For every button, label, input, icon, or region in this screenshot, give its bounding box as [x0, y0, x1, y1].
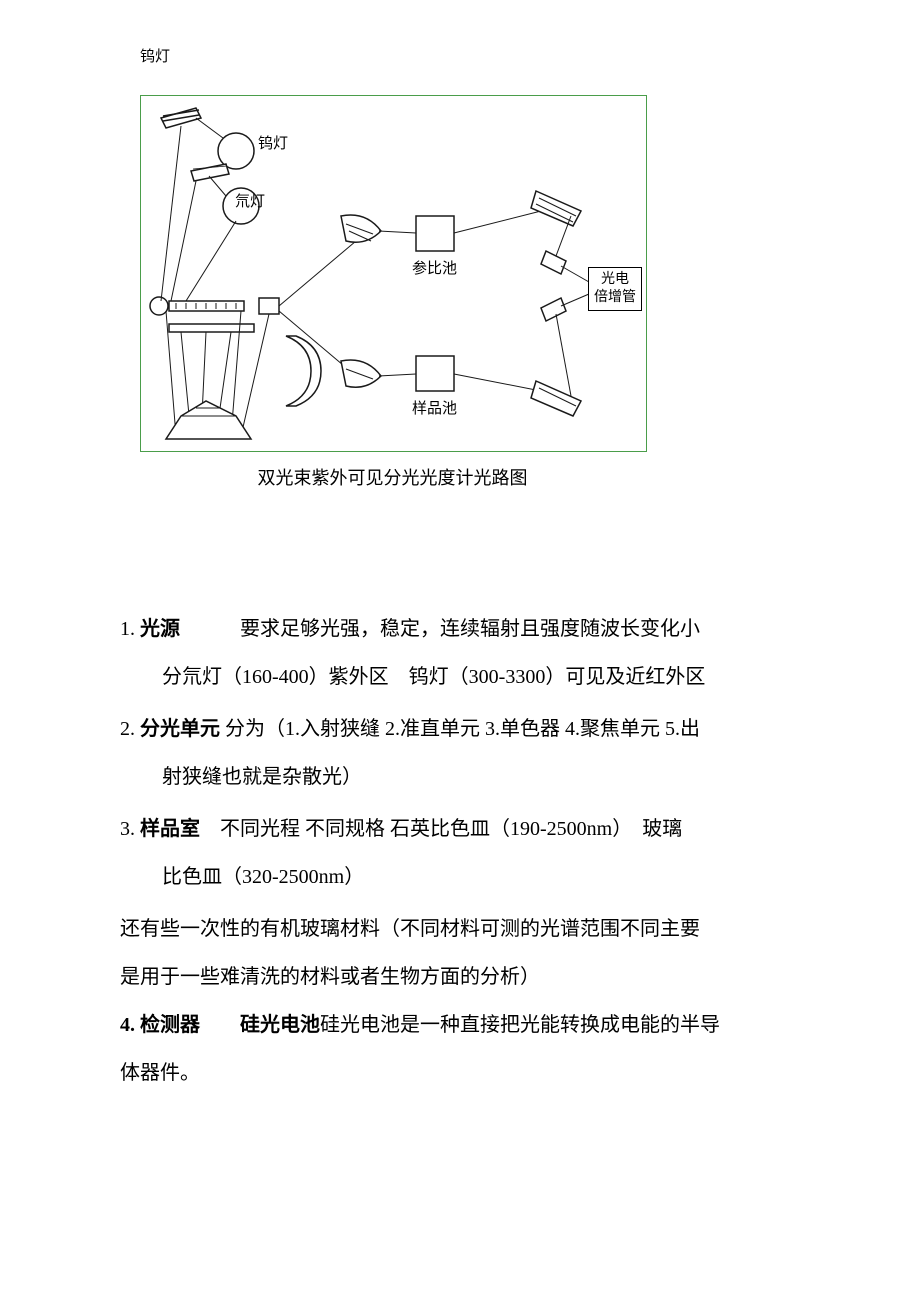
item3-title: 样品室 [140, 818, 200, 840]
item3-sub: 比色皿（320-2500nm） [162, 853, 800, 901]
item2-sub: 射狭缝也就是杂散光） [162, 753, 800, 801]
sample-cell-label: 样品池 [412, 397, 457, 418]
item2-title: 分光单元 [140, 718, 220, 740]
document-page: 钨灯 钨灯 氘灯 参比池 样品池 光电 倍增管 双光束紫外可见分光光度计光路图 … [0, 0, 920, 1161]
paragraph-2: 是用于一些难清洗的材料或者生物方面的分析） [120, 953, 800, 1001]
item3-text: 不同光程 不同规格 石英比色皿（190-2500nm） 玻璃 [220, 818, 682, 840]
tungsten-lamp-label2: 钨灯 [258, 132, 288, 153]
list-item-2: 2. 分光单元 分为（1.入射狭缝 2.准直单元 3.单色器 4.聚焦单元 5.… [120, 705, 800, 801]
item2-num: 2. [120, 718, 135, 740]
detector-line1: 光电 [594, 271, 636, 289]
detector-line2: 倍增管 [594, 289, 636, 307]
item4-title2: 硅光电池 [240, 1014, 320, 1036]
item1-title: 光源 [140, 618, 180, 640]
item3-gap [200, 818, 220, 840]
list-item-1: 1. 光源 要求足够光强，稳定，连续辐射且强度随波长变化小 分氘灯（160-40… [120, 605, 800, 701]
item3-num: 3. [120, 818, 135, 840]
item1-gap [180, 618, 240, 640]
item1-text: 要求足够光强，稳定，连续辐射且强度随波长变化小 [240, 618, 700, 640]
tungsten-lamp-label: 钨灯 [140, 45, 170, 66]
optical-path-diagram [140, 95, 647, 452]
item2-text: 分为（1.入射狭缝 2.准直单元 3.单色器 4.聚焦单元 5.出 [225, 718, 700, 740]
detector-box: 光电 倍增管 [588, 267, 642, 311]
paragraph-1: 还有些一次性的有机玻璃材料（不同材料可测的光谱范围不同主要 [120, 905, 800, 953]
list-item-3: 3. 样品室 不同光程 不同规格 石英比色皿（190-2500nm） 玻璃 比色… [120, 805, 800, 901]
item4-sub: 体器件。 [120, 1049, 800, 1097]
reference-cell-label: 参比池 [412, 257, 457, 278]
item1-sub: 分氘灯（160-400）紫外区 钨灯（300-3300）可见及近红外区 [162, 653, 800, 701]
deuterium-lamp-label: 氘灯 [235, 190, 265, 211]
item4-title: 检测器 [140, 1014, 200, 1036]
item1-num: 1. [120, 618, 135, 640]
list-item-4: 4. 检测器 硅光电池硅光电池是一种直接把光能转换成电能的半导 体器件。 [120, 1001, 800, 1097]
item4-num: 4. [120, 1014, 135, 1036]
figure-caption: 双光束紫外可见分光光度计光路图 [140, 464, 645, 490]
item4-gap [200, 1014, 240, 1036]
content-list: 1. 光源 要求足够光强，稳定，连续辐射且强度随波长变化小 分氘灯（160-40… [120, 605, 800, 1097]
item4-text: 硅光电池是一种直接把光能转换成电能的半导 [320, 1014, 720, 1036]
figure-container: 钨灯 钨灯 氘灯 参比池 样品池 光电 倍增管 双光束紫外可见分光光度计光路图 [140, 95, 800, 490]
